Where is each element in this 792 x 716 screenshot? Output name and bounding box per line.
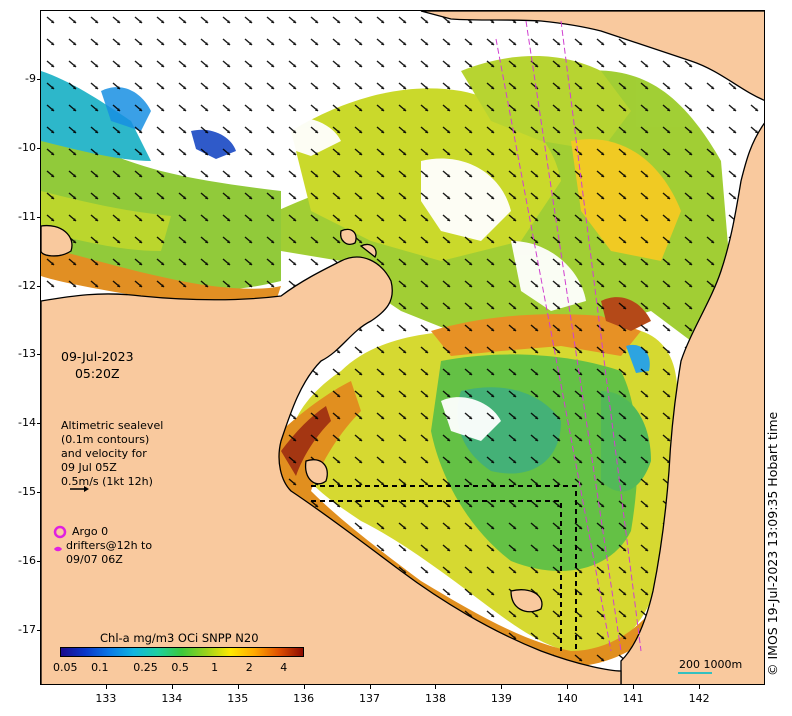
depth-scale-label: 200 1000m [679,658,743,671]
colorbar-tick-label: 0.05 [53,661,78,674]
gulf-current-loop [311,485,577,651]
map-canvas [41,11,764,684]
longitude-tick-label: 135 [227,692,249,705]
satellite-tracks [495,20,642,652]
longitude-tick-mark [501,685,503,689]
latitude-tick-label: -13 [18,347,36,361]
latitude-tick-label: -10 [18,140,36,154]
latitude-tick-label: -16 [18,554,36,568]
latitude-tick-label: -15 [18,485,36,499]
longitude-tick-mark [369,685,371,689]
longitude-tick-mark [567,685,569,689]
latitude-tick-mark [37,78,40,80]
datetime-label: 09-Jul-2023 05:20Z [61,348,134,382]
date-text: 09-Jul-2023 [61,349,134,364]
latitude-tick-label: -9 [25,71,36,85]
longitude-tick-label: 139 [490,692,512,705]
longitude-tick-label: 142 [688,692,710,705]
longitude-tick-label: 140 [556,692,578,705]
credit-text: © IMOS 19-Jul-2023 13:09:35 Hobart time [765,411,780,676]
latitude-tick-mark [37,285,40,287]
drifters-line: drifters@12h to [66,539,153,552]
longitude-tick-mark [699,685,701,689]
latitude-tick-mark [37,492,40,494]
longitude-tick-label: 133 [95,692,117,705]
longitude-tick-mark [237,685,239,689]
altimetry-line: 0.5m/s (1kt 12h) [61,475,153,488]
latitude-tick-label: -12 [18,278,36,292]
colorbar-title: Chl-a mg/m3 OCi SNPP N20 [100,631,259,645]
latitude-tick-label: -14 [18,416,36,430]
longitude-tick-mark [105,685,107,689]
altimetry-line: (0.1m contours) [61,433,150,446]
colorbar-tick-label: 2 [245,661,253,674]
argo-marker-icon [53,525,67,539]
altimetry-line: Altimetric sealevel [61,419,164,432]
latitude-tick-label: -17 [18,622,36,636]
drifter-marker-icon [54,546,62,552]
colorbar-tick-label: 1 [211,661,219,674]
colorbar-tick-label: 0.25 [133,661,158,674]
colorbar [60,647,304,657]
latitude-tick-mark [37,561,40,563]
longitude-tick-label: 136 [293,692,315,705]
latitude-tick-mark [37,147,40,149]
altimetry-line: 09 Jul 05Z [61,461,117,474]
land [41,11,764,684]
altimetry-legend: Altimetric sealevel (0.1m contours) and … [61,419,163,489]
longitude-tick-label: 134 [161,692,183,705]
colorbar-tick-label: 0.1 [91,661,109,674]
drifters-line: 09/07 06Z [66,553,123,566]
longitude-tick-mark [435,685,437,689]
latitude-tick-mark [37,216,40,218]
chlorophyll-map [40,10,765,685]
latitude-tick-mark [37,629,40,631]
latitude-tick-label: -11 [18,209,36,223]
colorbar-tick-label: 4 [280,661,288,674]
longitude-tick-label: 138 [424,692,446,705]
colorbar-tick-label: 0.5 [171,661,189,674]
latitude-tick-mark [37,354,40,356]
longitude-tick-mark [633,685,635,689]
argo-label: Argo 0 [72,525,109,538]
longitude-tick-label: 141 [622,692,644,705]
altimetry-line: and velocity for [61,447,147,460]
time-text: 05:20Z [74,366,120,381]
longitude-tick-mark [303,685,305,689]
drifters-label: drifters@12h to 09/07 06Z [66,539,152,567]
latitude-tick-mark [37,423,40,425]
longitude-tick-label: 137 [359,692,381,705]
longitude-tick-mark [171,685,173,689]
depth-scale-line [678,672,712,674]
velocity-scale-arrow-icon [70,486,89,492]
